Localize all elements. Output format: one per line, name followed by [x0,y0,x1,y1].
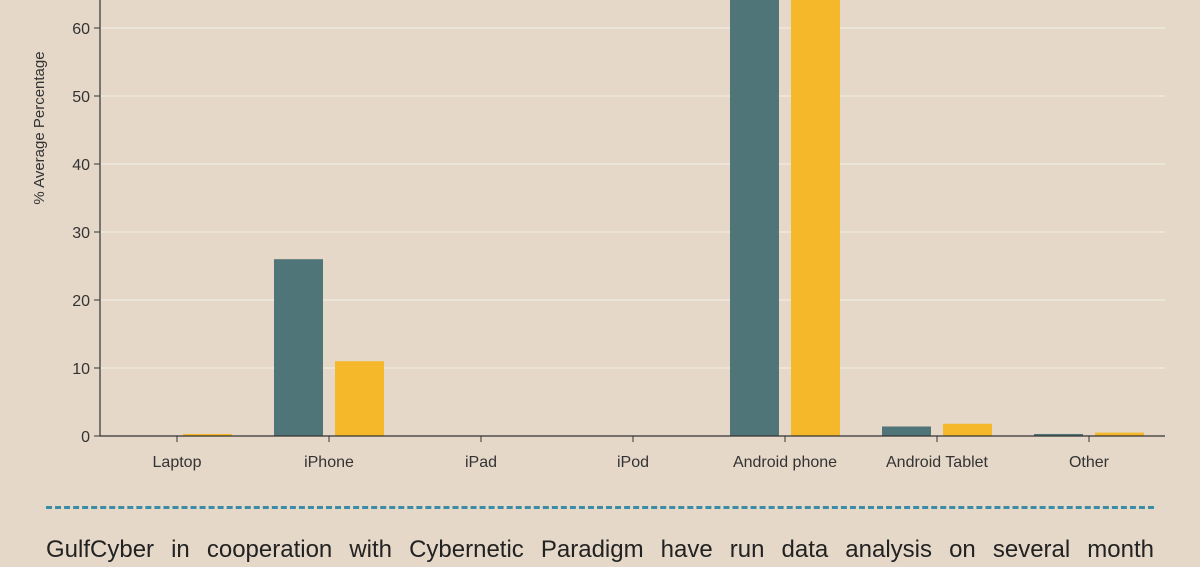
y-tick-label: 30 [72,225,90,242]
bar-android-phone-s1 [730,0,779,436]
x-tick-label: iPhone [304,454,354,471]
bar-android-tablet-s1 [882,426,931,436]
y-tick-label: 10 [72,361,90,378]
caption-text: GulfCyber in cooperation with Cybernetic… [46,536,1154,563]
bar-other-s2 [1095,432,1144,436]
x-tick-label: iPad [465,454,497,471]
axes: 0 10 20 30 40 50 60 Laptop iPhone iPad iPod Android… [72,0,1165,471]
bar-iphone-s1 [274,259,323,436]
x-tick-label: Android Tablet [886,454,989,471]
y-tick-label: 60 [72,21,90,38]
bar-laptop-s2 [183,433,232,436]
bars [183,0,1144,436]
bar-iphone-s2 [335,361,384,436]
y-tick-label: 40 [72,157,90,174]
bar-android-tablet-s2 [943,423,992,436]
x-tick-label: Android phone [733,454,837,471]
y-tick-label: 20 [72,293,90,310]
y-tick-label: 50 [72,89,90,106]
x-tick-label: Other [1069,454,1110,471]
dashed-divider [46,506,1154,509]
bar-chart: 0 10 20 30 40 50 60 Laptop iPhone iPad iPod Android… [31,0,1165,471]
x-tick-label: Laptop [153,454,202,471]
bar-android-phone-s2 [791,0,840,436]
y-axis-label: % Average Percentage [31,51,48,204]
y-tick-label: 0 [81,429,90,446]
bar-other-s1 [1034,433,1083,436]
x-tick-label: iPod [617,454,649,471]
grid-lines [100,27,1165,369]
